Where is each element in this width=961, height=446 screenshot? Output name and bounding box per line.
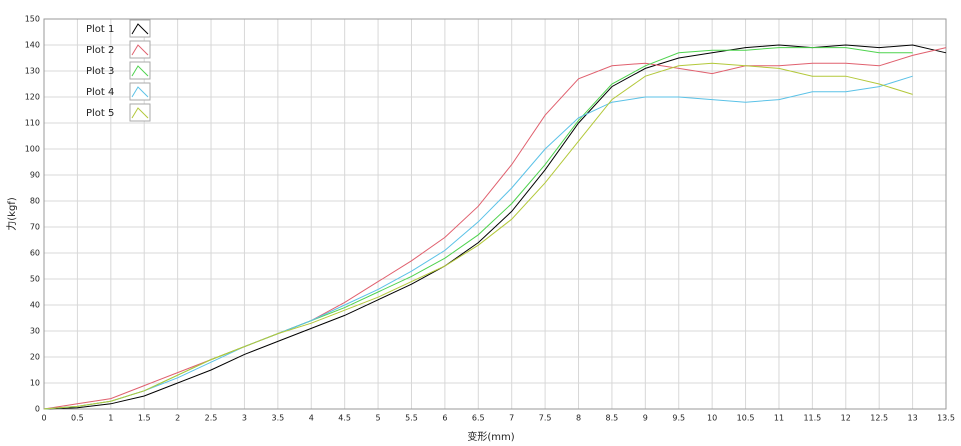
series-line — [43, 44, 947, 410]
plot-frame — [43, 18, 947, 410]
legend-swatch — [131, 65, 149, 77]
legend-swatch — [131, 86, 149, 98]
x-tick-label: 12.5 — [870, 414, 888, 423]
y-tick-label: 10 — [30, 379, 40, 388]
x-tick-label: 0 — [41, 414, 46, 423]
x-tick-label: 11.5 — [803, 414, 821, 423]
legend-swatch — [131, 23, 149, 35]
y-tick-label: 80 — [30, 197, 40, 206]
legend-box — [129, 61, 151, 80]
legend-label: Plot 2 — [86, 45, 114, 56]
y-tick-label: 30 — [30, 327, 40, 336]
y-tick-label: 100 — [25, 145, 40, 154]
x-tick-label: 12 — [841, 414, 851, 423]
x-tick-label: 8.5 — [606, 414, 619, 423]
x-tick-label: 11 — [774, 414, 784, 423]
plot-area — [43, 18, 947, 410]
y-tick-label: 70 — [30, 223, 40, 232]
x-tick-label: 13.5 — [937, 414, 955, 423]
legend-box — [129, 40, 151, 59]
x-tick-label: 10.5 — [737, 414, 755, 423]
x-tick-label: 4 — [309, 414, 314, 423]
series-line — [43, 62, 913, 410]
legend-box — [129, 19, 151, 38]
x-tick-label: 3 — [242, 414, 247, 423]
y-tick-label: 150 — [25, 15, 40, 24]
legend-swatch — [131, 107, 149, 119]
x-tick-label: 2 — [175, 414, 180, 423]
x-tick-label: 7 — [509, 414, 514, 423]
x-tick-label: 7.5 — [539, 414, 552, 423]
y-axis-label: 力(kgf) — [5, 197, 18, 231]
legend-label: Plot 1 — [86, 24, 114, 35]
x-tick-label: 5 — [376, 414, 381, 423]
y-tick-label: 20 — [30, 353, 40, 362]
y-tick-label: 130 — [25, 67, 40, 76]
x-tick-label: 8 — [576, 414, 581, 423]
legend-swatch — [131, 44, 149, 56]
y-tick-label: 40 — [30, 301, 40, 310]
y-tick-label: 140 — [25, 41, 40, 50]
y-tick-label: 90 — [30, 171, 40, 180]
legend-box — [129, 82, 151, 101]
y-tick-label: 0 — [35, 405, 40, 414]
x-tick-label: 9 — [643, 414, 648, 423]
y-tick-label: 120 — [25, 93, 40, 102]
x-tick-label: 4.5 — [338, 414, 351, 423]
x-tick-label: 3.5 — [271, 414, 284, 423]
x-tick-label: 6 — [442, 414, 447, 423]
y-tick-label: 50 — [30, 275, 40, 284]
legend-label: Plot 3 — [86, 66, 114, 77]
y-tick-label: 110 — [25, 119, 40, 128]
x-tick-label: 9.5 — [672, 414, 685, 423]
x-tick-label: 6.5 — [472, 414, 485, 423]
x-tick-label: 13 — [907, 414, 917, 423]
legend-label: Plot 4 — [86, 87, 114, 98]
legend-label: Plot 5 — [86, 108, 114, 119]
x-tick-label: 1 — [108, 414, 113, 423]
x-tick-label: 1.5 — [138, 414, 151, 423]
series-line — [43, 47, 947, 410]
x-axis-label: 变形(mm) — [467, 430, 514, 443]
y-tick-label: 60 — [30, 249, 40, 258]
x-tick-label: 0.5 — [71, 414, 84, 423]
x-tick-label: 2.5 — [205, 414, 218, 423]
x-tick-label: 10 — [707, 414, 717, 423]
x-tick-label: 5.5 — [405, 414, 418, 423]
series-line — [43, 75, 913, 410]
legend-box — [129, 103, 151, 122]
